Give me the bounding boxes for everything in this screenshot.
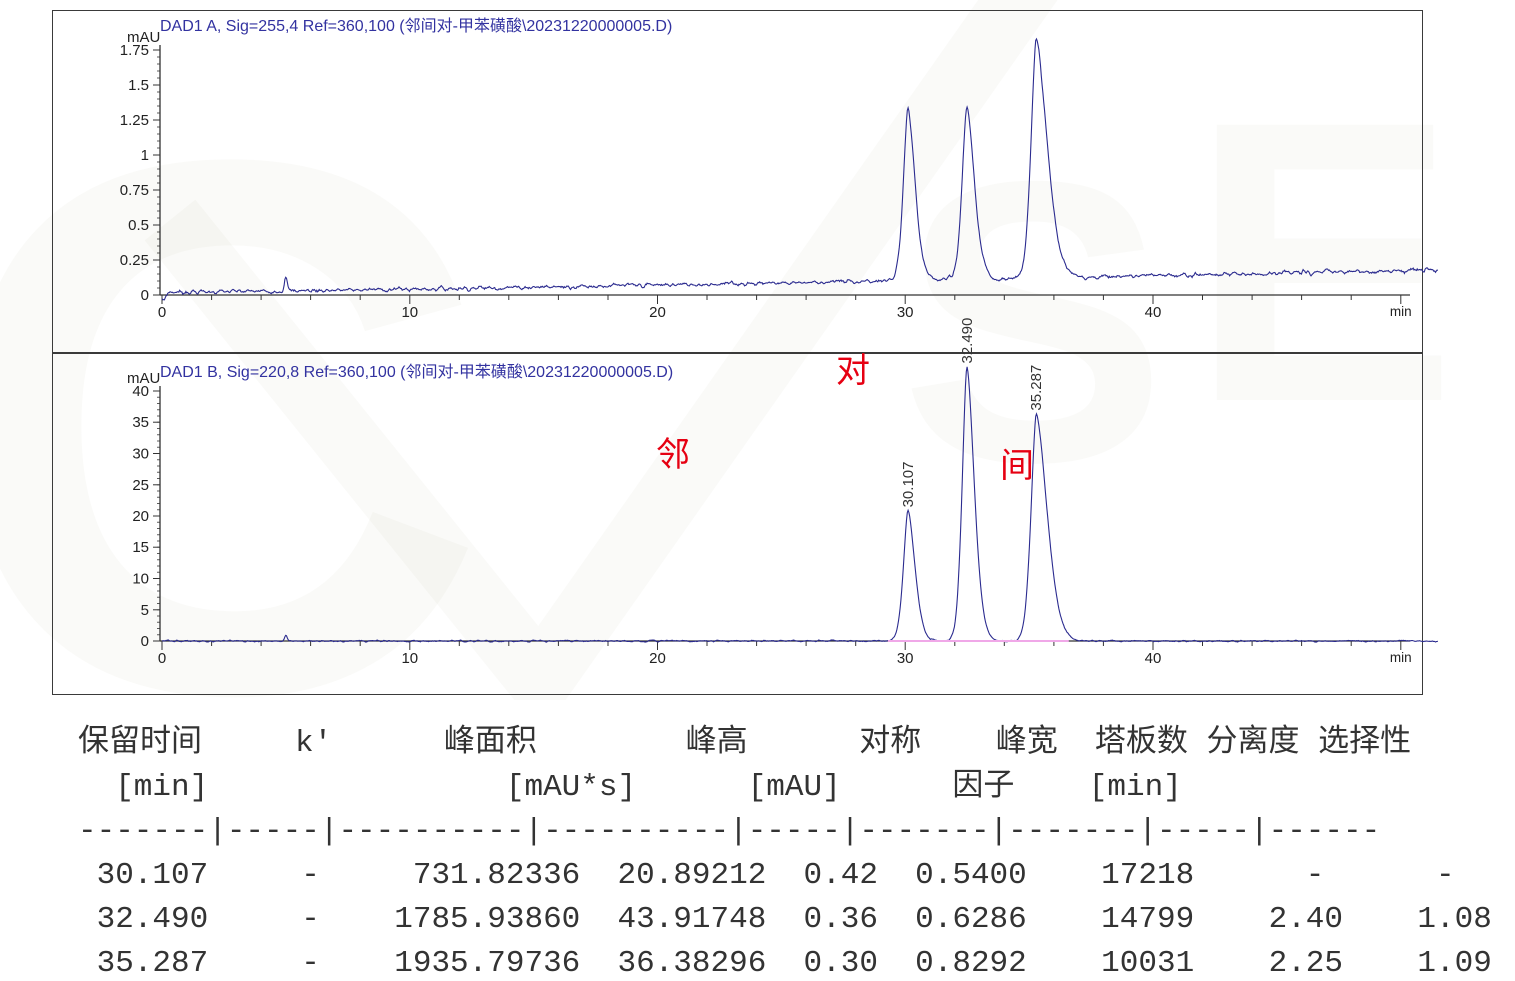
svg-text:5: 5 bbox=[141, 602, 149, 619]
svg-text:0: 0 bbox=[158, 650, 166, 667]
svg-text:mAU: mAU bbox=[127, 370, 160, 387]
svg-text:25: 25 bbox=[132, 477, 149, 494]
svg-text:10: 10 bbox=[132, 571, 149, 588]
svg-text:30: 30 bbox=[897, 304, 914, 321]
svg-text:30: 30 bbox=[132, 446, 149, 463]
svg-text:0.25: 0.25 bbox=[120, 252, 149, 269]
svg-text:10: 10 bbox=[401, 650, 418, 667]
svg-text:20: 20 bbox=[649, 304, 666, 321]
svg-text:35: 35 bbox=[132, 414, 149, 431]
svg-text:1.25: 1.25 bbox=[120, 112, 149, 129]
svg-text:0.5: 0.5 bbox=[128, 217, 149, 234]
svg-text:40: 40 bbox=[1145, 304, 1162, 321]
svg-text:15: 15 bbox=[132, 539, 149, 556]
svg-text:mAU: mAU bbox=[127, 29, 160, 46]
svg-text:20: 20 bbox=[132, 508, 149, 525]
svg-text:20: 20 bbox=[649, 650, 666, 667]
svg-text:0: 0 bbox=[141, 287, 149, 304]
svg-text:35.287: 35.287 bbox=[1028, 365, 1045, 411]
svg-text:0.75: 0.75 bbox=[120, 182, 149, 199]
svg-text:1: 1 bbox=[141, 147, 149, 164]
svg-text:10: 10 bbox=[401, 304, 418, 321]
svg-text:0: 0 bbox=[141, 633, 149, 650]
svg-text:32.490: 32.490 bbox=[959, 318, 976, 364]
svg-text:0: 0 bbox=[158, 304, 166, 321]
svg-text:40: 40 bbox=[1145, 650, 1162, 667]
svg-text:30.107: 30.107 bbox=[900, 462, 917, 508]
svg-text:min: min bbox=[1390, 304, 1412, 319]
svg-text:1.5: 1.5 bbox=[128, 77, 149, 94]
svg-text:min: min bbox=[1390, 650, 1412, 665]
svg-text:30: 30 bbox=[897, 650, 914, 667]
